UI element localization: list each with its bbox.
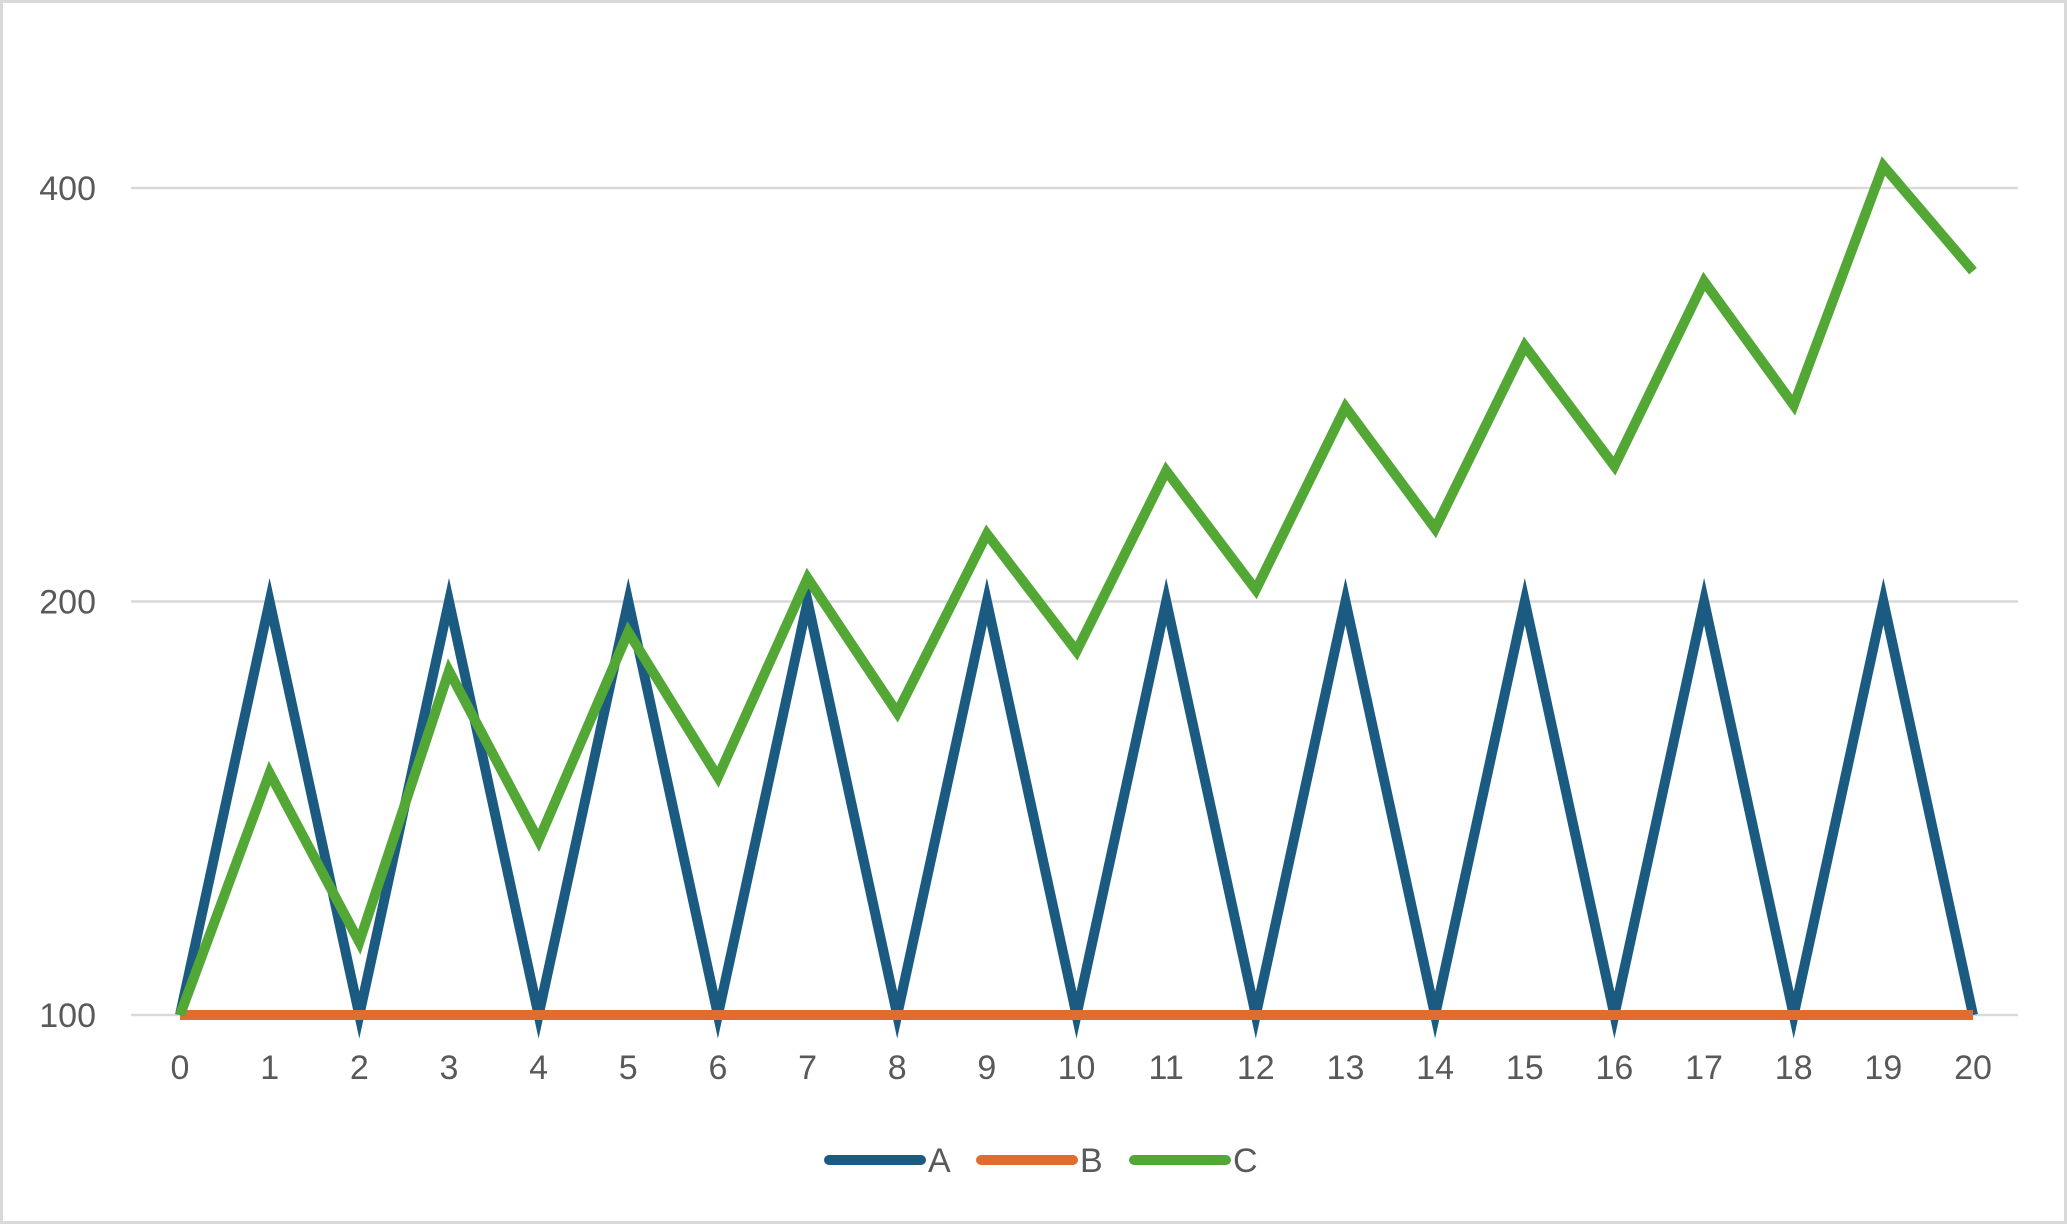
x-tick-label-6: 6 bbox=[708, 1049, 727, 1087]
x-tick-label-13: 13 bbox=[1327, 1049, 1365, 1087]
x-tick-label-18: 18 bbox=[1775, 1049, 1813, 1087]
x-tick-label-2: 2 bbox=[350, 1049, 369, 1087]
x-tick-label-5: 5 bbox=[619, 1049, 638, 1087]
x-tick-label-0: 0 bbox=[171, 1049, 190, 1087]
y-tick-label-400: 400 bbox=[39, 170, 96, 208]
series-lines bbox=[180, 166, 1973, 1015]
gridlines bbox=[131, 188, 2018, 1015]
x-tick-label-20: 20 bbox=[1954, 1049, 1992, 1087]
legend-label-c: C bbox=[1233, 1142, 1258, 1180]
x-tick-label-11: 11 bbox=[1149, 1049, 1184, 1087]
x-tick-label-7: 7 bbox=[798, 1049, 817, 1087]
x-tick-label-17: 17 bbox=[1685, 1049, 1723, 1087]
x-tick-label-15: 15 bbox=[1506, 1049, 1544, 1087]
x-tick-label-9: 9 bbox=[977, 1049, 996, 1087]
x-tick-label-1: 1 bbox=[260, 1049, 279, 1087]
x-tick-label-8: 8 bbox=[888, 1049, 907, 1087]
x-tick-label-4: 4 bbox=[529, 1049, 548, 1087]
legend-label-b: B bbox=[1080, 1142, 1103, 1180]
legend: A B C bbox=[829, 1142, 1258, 1180]
x-tick-label-14: 14 bbox=[1416, 1049, 1454, 1087]
x-tick-label-3: 3 bbox=[439, 1049, 458, 1087]
x-tick-label-10: 10 bbox=[1058, 1049, 1096, 1087]
legend-item-b: B bbox=[981, 1142, 1103, 1180]
x-tick-label-16: 16 bbox=[1595, 1049, 1633, 1087]
legend-item-c: C bbox=[1134, 1142, 1258, 1180]
x-tick-label-19: 19 bbox=[1864, 1049, 1902, 1087]
legend-item-a: A bbox=[829, 1142, 951, 1180]
legend-label-a: A bbox=[928, 1142, 951, 1180]
y-tick-label-100: 100 bbox=[39, 997, 96, 1035]
y-tick-label-200: 200 bbox=[39, 584, 96, 622]
y-axis-tick-labels: 100 200 400 bbox=[39, 170, 96, 1035]
x-tick-label-12: 12 bbox=[1237, 1049, 1275, 1087]
